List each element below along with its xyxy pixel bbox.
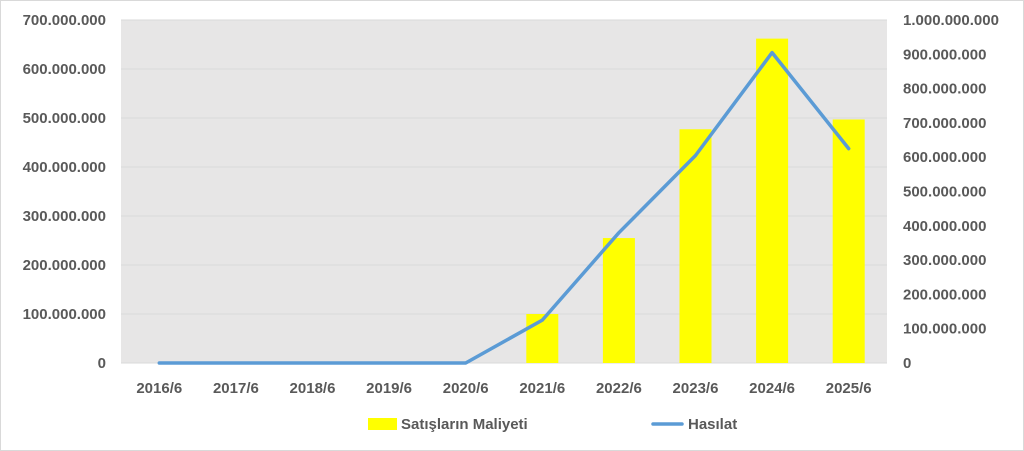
right-axis-tick-label: 700.000.000 xyxy=(903,115,986,132)
legend: Satışların Maliyeti Hasılat xyxy=(368,416,737,433)
x-axis-ticks: 2016/6 2017/6 2018/6 2019/6 2020/6 2021/6 2022… xyxy=(136,380,871,397)
x-axis-tick-label: 2024/6 xyxy=(749,380,795,397)
left-axis-tick-label: 500.000.000 xyxy=(23,110,106,127)
right-axis-tick-label: 900.000.000 xyxy=(903,46,986,63)
x-axis-tick-label: 2023/6 xyxy=(673,380,719,397)
right-axis-ticks: 0 100.000.000 200.000.000 300.000.000 400.00… xyxy=(903,12,999,372)
legend-swatch-bar xyxy=(368,418,397,430)
left-axis-tick-label: 400.000.000 xyxy=(23,159,106,176)
right-axis-tick-label: 800.000.000 xyxy=(903,81,986,98)
bar-series xyxy=(526,38,865,364)
right-axis-tick-label: 500.000.000 xyxy=(903,184,986,201)
x-axis-tick-label: 2019/6 xyxy=(366,380,412,397)
left-axis-tick-label: 700.000.000 xyxy=(23,12,106,29)
x-axis-tick-label: 2021/6 xyxy=(519,380,565,397)
bar xyxy=(832,119,865,363)
left-axis-tick-label: 0 xyxy=(98,355,106,372)
bar xyxy=(526,314,559,363)
x-axis-tick-label: 2022/6 xyxy=(596,380,642,397)
left-axis-ticks: 0 100.000.000 200.000.000 300.000.000 400.00… xyxy=(23,12,106,372)
right-axis-tick-label: 0 xyxy=(903,355,911,372)
left-axis-tick-label: 300.000.000 xyxy=(23,208,106,225)
x-axis-tick-label: 2025/6 xyxy=(826,380,872,397)
left-axis-tick-label: 100.000.000 xyxy=(23,306,106,323)
x-axis-tick-label: 2018/6 xyxy=(290,380,336,397)
left-axis-tick-label: 200.000.000 xyxy=(23,257,106,274)
right-axis-tick-label: 400.000.000 xyxy=(903,218,986,235)
right-axis-tick-label: 200.000.000 xyxy=(903,286,986,303)
x-axis-tick-label: 2016/6 xyxy=(136,380,182,397)
x-axis-tick-label: 2017/6 xyxy=(213,380,259,397)
right-axis-tick-label: 100.000.000 xyxy=(903,321,986,338)
revenue-line xyxy=(157,50,851,365)
legend-label-line: Hasılat xyxy=(688,416,737,433)
right-axis-tick-label: 1.000.000.000 xyxy=(903,12,999,29)
legend-label-bar: Satışların Maliyeti xyxy=(401,416,528,433)
line-series xyxy=(157,50,851,365)
bar xyxy=(602,238,635,363)
bar xyxy=(756,38,789,364)
x-axis-tick-label: 2020/6 xyxy=(443,380,489,397)
right-axis-tick-label: 600.000.000 xyxy=(903,149,986,166)
left-axis-tick-label: 600.000.000 xyxy=(23,61,106,78)
right-axis-tick-label: 300.000.000 xyxy=(903,252,986,269)
